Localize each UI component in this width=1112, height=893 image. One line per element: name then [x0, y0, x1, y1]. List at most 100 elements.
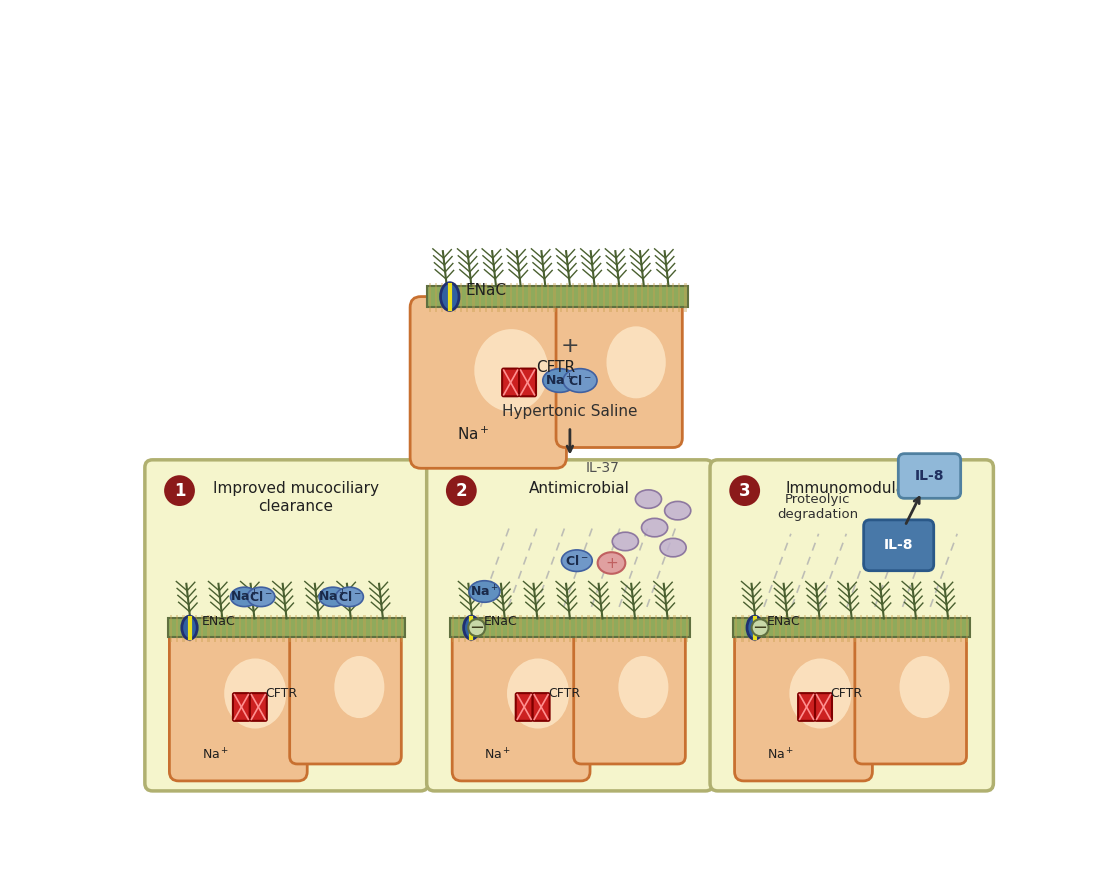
Bar: [516, 283, 518, 312]
Bar: [168, 619, 405, 637]
Ellipse shape: [468, 619, 485, 636]
Bar: [538, 615, 540, 641]
Ellipse shape: [661, 538, 686, 557]
Text: Na$^+$: Na$^+$: [470, 584, 499, 599]
Bar: [400, 615, 404, 641]
Bar: [916, 615, 919, 641]
Bar: [554, 283, 556, 312]
Bar: [488, 615, 492, 641]
Bar: [485, 283, 487, 312]
Ellipse shape: [618, 656, 668, 718]
FancyBboxPatch shape: [453, 628, 590, 780]
Ellipse shape: [752, 619, 768, 636]
Bar: [568, 615, 572, 641]
Text: Proteolyic
degradation: Proteolyic degradation: [777, 493, 858, 521]
Bar: [618, 615, 620, 641]
Bar: [810, 615, 812, 641]
Text: IL-8: IL-8: [884, 538, 913, 552]
Bar: [678, 283, 681, 312]
Text: Na$^+$: Na$^+$: [457, 426, 489, 443]
Bar: [735, 615, 737, 641]
Bar: [207, 615, 210, 641]
Bar: [170, 615, 172, 641]
Bar: [326, 615, 328, 641]
Bar: [641, 283, 643, 312]
Text: −: −: [469, 619, 485, 637]
Bar: [792, 615, 794, 641]
Bar: [559, 283, 562, 312]
Ellipse shape: [665, 501, 691, 520]
Text: CFTR: CFTR: [831, 687, 863, 699]
Bar: [307, 615, 309, 641]
Text: +: +: [560, 336, 579, 355]
Bar: [492, 283, 494, 312]
Bar: [427, 286, 688, 307]
Bar: [301, 615, 304, 641]
Bar: [388, 615, 390, 641]
Text: Na$^+$: Na$^+$: [767, 747, 794, 763]
Bar: [270, 615, 272, 641]
Bar: [797, 615, 800, 641]
Bar: [835, 615, 837, 641]
Bar: [251, 615, 254, 641]
Text: Na$^+$: Na$^+$: [318, 589, 347, 605]
FancyBboxPatch shape: [735, 628, 873, 780]
Text: IL-8: IL-8: [915, 469, 944, 483]
FancyBboxPatch shape: [410, 296, 566, 468]
Bar: [502, 615, 504, 641]
Ellipse shape: [225, 658, 286, 729]
Bar: [176, 615, 179, 641]
Bar: [473, 283, 475, 312]
Ellipse shape: [900, 656, 950, 718]
Bar: [195, 615, 197, 641]
Ellipse shape: [563, 369, 597, 392]
Text: Cl$^-$: Cl$^-$: [249, 590, 272, 604]
Bar: [747, 615, 749, 641]
Text: Cl$^-$: Cl$^-$: [565, 554, 588, 568]
Bar: [182, 615, 185, 641]
Bar: [523, 283, 525, 312]
Bar: [885, 615, 887, 641]
Bar: [653, 283, 655, 312]
Bar: [264, 615, 266, 641]
Bar: [288, 615, 291, 641]
Bar: [679, 615, 682, 641]
FancyBboxPatch shape: [145, 460, 428, 791]
Text: CFTR: CFTR: [266, 687, 297, 699]
Bar: [532, 615, 534, 641]
Bar: [742, 615, 744, 641]
Text: Antimicrobial: Antimicrobial: [528, 481, 629, 497]
Text: Na$^+$: Na$^+$: [201, 747, 229, 763]
Bar: [295, 615, 297, 641]
FancyBboxPatch shape: [798, 693, 815, 721]
Bar: [441, 283, 444, 312]
Ellipse shape: [475, 330, 548, 412]
Bar: [910, 615, 912, 641]
Bar: [582, 615, 584, 641]
FancyBboxPatch shape: [232, 693, 250, 721]
Text: Immunomodulatory: Immunomodulatory: [785, 481, 936, 497]
Bar: [860, 615, 862, 641]
Bar: [428, 283, 431, 312]
Ellipse shape: [182, 616, 197, 639]
Bar: [773, 615, 775, 641]
Text: +: +: [605, 555, 618, 571]
Bar: [922, 615, 925, 641]
Bar: [332, 615, 335, 641]
Bar: [947, 615, 950, 641]
Bar: [847, 615, 850, 641]
FancyBboxPatch shape: [556, 298, 683, 447]
Bar: [761, 615, 763, 641]
Text: ENaC: ENaC: [465, 283, 506, 298]
Bar: [214, 615, 216, 641]
Bar: [647, 283, 649, 312]
Bar: [622, 283, 624, 312]
Bar: [566, 283, 568, 312]
Bar: [276, 615, 278, 641]
Bar: [606, 615, 608, 641]
Bar: [357, 615, 359, 641]
Bar: [585, 283, 587, 312]
Bar: [609, 283, 612, 312]
Bar: [351, 615, 354, 641]
FancyBboxPatch shape: [519, 369, 536, 396]
